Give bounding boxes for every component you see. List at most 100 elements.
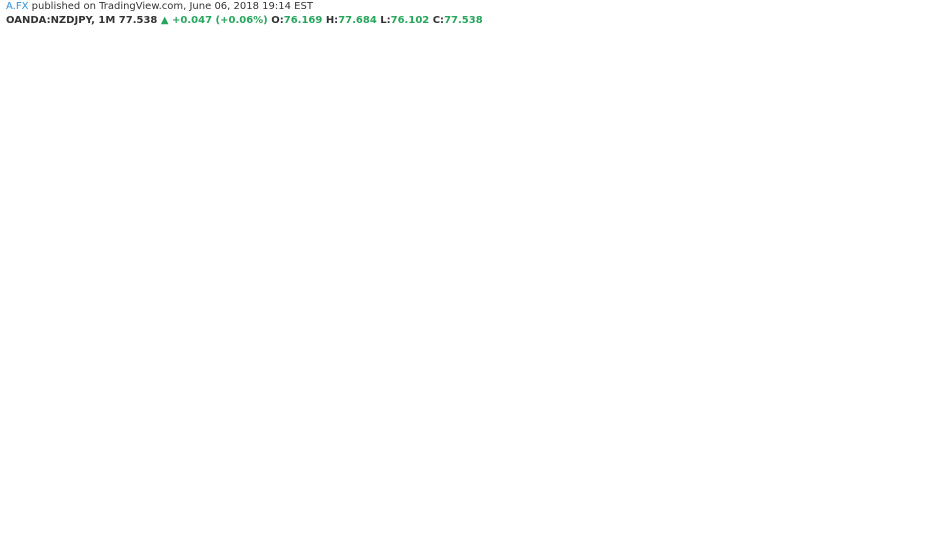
candle-body	[37, 398, 44, 418]
candle-body	[592, 188, 598, 195]
candle-body	[620, 232, 627, 246]
candle-body	[685, 204, 691, 211]
candle-body	[246, 303, 252, 349]
candle-body	[167, 412, 173, 429]
y-tick-label: 62.000	[899, 402, 927, 411]
candle-body	[210, 398, 216, 413]
candle-body	[707, 245, 713, 248]
candle-body	[325, 161, 332, 184]
candle-body	[45, 398, 51, 429]
candle-body	[174, 343, 180, 413]
candle-body	[145, 401, 152, 432]
candle-body	[721, 237, 727, 253]
candle-body	[498, 194, 504, 222]
candle-body	[678, 210, 684, 244]
candle-body	[714, 247, 720, 252]
candle-body	[131, 341, 137, 344]
candle-body	[584, 194, 591, 262]
x-tick-label: 2013	[246, 514, 266, 523]
candle-body	[692, 204, 699, 214]
candle-body	[649, 179, 655, 217]
candle-body	[52, 412, 58, 429]
candle-body	[153, 401, 159, 440]
chart-title: NZD/JPY, 1M, OANDA	[10, 42, 105, 52]
candle-body	[369, 121, 375, 140]
y-tick-label: 92.000	[899, 75, 927, 84]
x-tick-label: 2015	[419, 514, 439, 523]
x-tick-label: 2017	[592, 514, 612, 523]
candle-body	[462, 147, 468, 193]
candle-body	[9, 363, 15, 404]
candle-body	[426, 63, 432, 140]
y-tick-label: 94.000	[899, 53, 927, 62]
candle-body	[138, 343, 144, 432]
candle-body	[282, 161, 288, 211]
candle-body	[527, 258, 533, 271]
symbol-line: OANDA:NZDJPY, 1M 77.538 ▲ +0.047 (+0.06%…	[6, 15, 483, 26]
candle-body	[253, 259, 260, 304]
candle-body	[66, 401, 72, 418]
candle-body	[239, 348, 245, 371]
candle-body	[390, 128, 396, 140]
candle-body	[59, 412, 65, 418]
y-tick-label: 96.000	[899, 31, 927, 40]
candle-body	[102, 368, 108, 399]
c-key: C:	[432, 15, 445, 26]
y-tick-label: 76.000	[899, 250, 927, 259]
candle-body	[671, 204, 677, 244]
last-price: 77.538	[118, 15, 158, 26]
candle-body	[232, 370, 238, 380]
y-tick-label: 82.000	[899, 184, 927, 193]
footer-bg	[0, 526, 932, 550]
l-value: 76.102	[390, 15, 430, 26]
candle-body	[81, 387, 87, 407]
candle-body	[181, 343, 188, 349]
candle-body	[95, 398, 101, 418]
x-tick-label: 2014	[333, 514, 353, 523]
publish-line: A.FX published on TradingView.com, June …	[6, 1, 313, 12]
x-tick-label: 2011	[74, 514, 94, 523]
y-tick-label: 68.000	[899, 337, 927, 346]
candle-body	[433, 101, 439, 140]
y-tick-label: 58.000	[899, 446, 927, 455]
x-tick-label: 2019	[765, 514, 785, 523]
candle-body	[88, 406, 94, 418]
candle-body	[361, 112, 368, 122]
y-tick-label: 74.000	[899, 271, 927, 280]
candle-body	[556, 281, 562, 287]
candle-body	[397, 139, 404, 152]
candle-body	[570, 275, 576, 279]
y-tick-label: 66.000	[899, 359, 927, 368]
candle-body	[469, 192, 476, 211]
candle-body	[441, 101, 447, 107]
candle-body	[376, 139, 382, 142]
y-tick-label: 72.000	[899, 293, 927, 302]
candle-body	[599, 175, 605, 189]
candle-body	[412, 77, 418, 110]
support-ellipse	[540, 253, 746, 271]
candle-body	[289, 210, 296, 244]
candle-body	[109, 368, 116, 385]
symbol: OANDA:NZDJPY, 1M	[6, 15, 116, 26]
footer-created: Created with	[6, 532, 70, 543]
published: published on TradingView.com, June 06, 2…	[31, 1, 313, 12]
h-key: H:	[325, 15, 339, 26]
author[interactable]: A.FX	[6, 1, 29, 12]
y-tick-label: 56.000	[899, 468, 927, 477]
candle-body	[225, 379, 231, 393]
candle-body	[491, 194, 497, 244]
footer-brand[interactable]: TradingView	[89, 532, 150, 543]
candle-body	[318, 183, 324, 200]
c-value: 77.538	[444, 15, 483, 26]
candle-body	[656, 216, 663, 222]
candle-body	[340, 141, 346, 156]
candle-body	[520, 248, 526, 271]
brand-logo	[70, 535, 88, 540]
candle-body	[333, 141, 339, 162]
y-tick-label: 78.000	[899, 228, 927, 237]
candle-body	[448, 90, 454, 107]
candle-body	[383, 128, 389, 142]
candle-body	[311, 199, 317, 251]
candle-body	[347, 150, 353, 156]
